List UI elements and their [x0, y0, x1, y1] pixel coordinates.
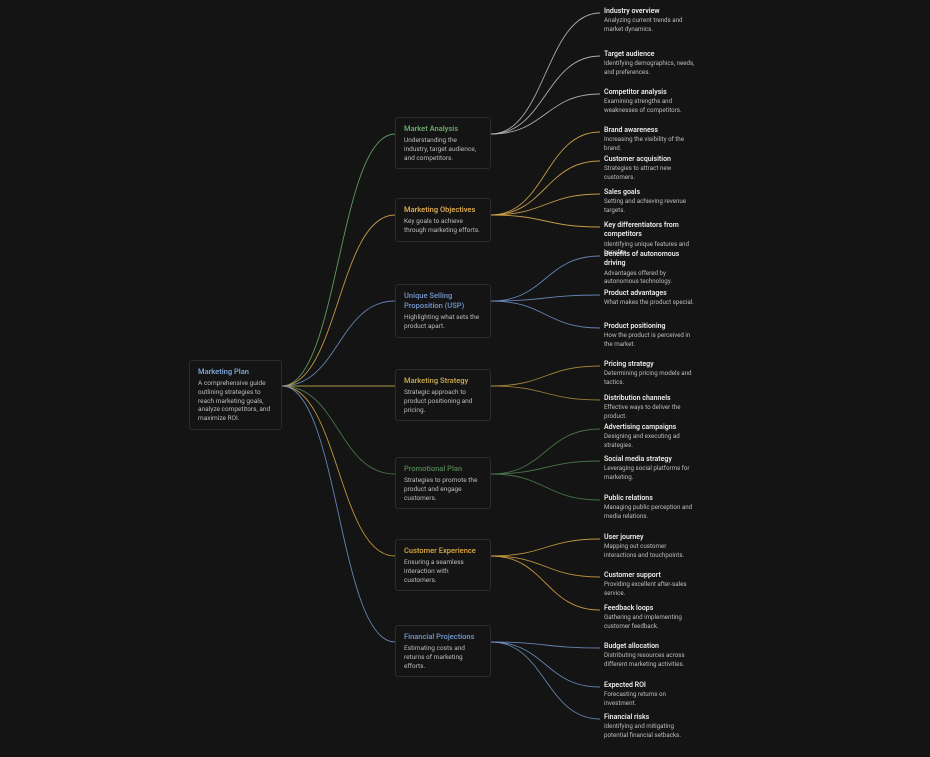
leaf-title: Product positioning	[604, 322, 699, 331]
leaf-desc: Examining strengths and weaknesses of co…	[604, 97, 699, 114]
leaf-node[interactable]: Brand awarenessIncreasing the visibility…	[604, 126, 699, 152]
leaf-node[interactable]: Sales goalsSetting and achieving revenue…	[604, 188, 699, 214]
leaf-node[interactable]: Product advantagesWhat makes the product…	[604, 289, 699, 307]
node-title: Marketing Strategy	[404, 376, 482, 386]
leaf-title: Product advantages	[604, 289, 699, 298]
leaf-desc: How the product is perceived in the mark…	[604, 331, 699, 348]
leaf-node[interactable]: Social media strategyLeveraging social p…	[604, 455, 699, 481]
leaf-node[interactable]: Industry overviewAnalyzing current trend…	[604, 7, 699, 33]
leaf-node[interactable]: Target audienceIdentifying demographics,…	[604, 50, 699, 76]
leaf-desc: Designing and executing ad strategies.	[604, 432, 699, 449]
node-desc: Key goals to achieve through marketing e…	[404, 217, 482, 235]
leaf-desc: Identifying and mitigating potential fin…	[604, 722, 699, 739]
leaf-title: User journey	[604, 533, 699, 542]
leaf-title: Industry overview	[604, 7, 699, 16]
leaf-node[interactable]: User journeyMapping out customer interac…	[604, 533, 699, 559]
leaf-desc: Strategies to attract new customers.	[604, 164, 699, 181]
leaf-desc: Determining pricing models and tactics.	[604, 369, 699, 386]
leaf-desc: Distributing resources across different …	[604, 651, 699, 668]
leaf-title: Key differentiators from competitors	[604, 221, 699, 240]
leaf-title: Benefits of autonomous driving	[604, 250, 699, 269]
node-title: Financial Projections	[404, 632, 482, 642]
node-title: Marketing Objectives	[404, 205, 482, 215]
leaf-node[interactable]: Expected ROIForecasting returns on inves…	[604, 681, 699, 707]
node-title: Customer Experience	[404, 546, 482, 556]
leaf-title: Public relations	[604, 494, 699, 503]
leaf-node[interactable]: Public relationsManaging public percepti…	[604, 494, 699, 520]
leaf-desc: Leveraging social platforms for marketin…	[604, 464, 699, 481]
leaf-title: Feedback loops	[604, 604, 699, 613]
node-title: Market Analysis	[404, 124, 482, 134]
leaf-node[interactable]: Competitor analysisExamining strengths a…	[604, 88, 699, 114]
leaf-desc: Providing excellent after-sales service.	[604, 580, 699, 597]
leaf-title: Customer support	[604, 571, 699, 580]
leaf-title: Social media strategy	[604, 455, 699, 464]
node-desc: A comprehensive guide outlining strategi…	[198, 379, 273, 423]
leaf-node[interactable]: Pricing strategyDetermining pricing mode…	[604, 360, 699, 386]
node-desc: Estimating costs and returns of marketin…	[404, 644, 482, 670]
leaf-node[interactable]: Distribution channelsEffective ways to d…	[604, 394, 699, 420]
node-title: Promotional Plan	[404, 464, 482, 474]
leaf-title: Brand awareness	[604, 126, 699, 135]
leaf-title: Distribution channels	[604, 394, 699, 403]
leaf-title: Pricing strategy	[604, 360, 699, 369]
branch-node[interactable]: Marketing Objectives Key goals to achieve…	[395, 198, 491, 242]
node-desc: Strategic approach to product positionin…	[404, 388, 482, 414]
leaf-desc: Increasing the visibility of the brand.	[604, 135, 699, 152]
leaf-node[interactable]: Budget allocationDistributing resources …	[604, 642, 699, 668]
leaf-title: Financial risks	[604, 713, 699, 722]
leaf-title: Advertising campaigns	[604, 423, 699, 432]
root-node[interactable]: Marketing Plan A comprehensive guide outl…	[189, 360, 282, 430]
leaf-title: Expected ROI	[604, 681, 699, 690]
node-title: Marketing Plan	[198, 367, 273, 377]
leaf-title: Customer acquisition	[604, 155, 699, 164]
leaf-node[interactable]: Customer supportProviding excellent afte…	[604, 571, 699, 597]
node-desc: Ensuring a seamless interaction with cus…	[404, 558, 482, 584]
leaf-node[interactable]: Customer acquisitionStrategies to attrac…	[604, 155, 699, 181]
leaf-node[interactable]: Benefits of autonomous drivingAdvantages…	[604, 250, 699, 286]
branch-node[interactable]: Promotional Plan Strategies to promote th…	[395, 457, 491, 509]
branch-node[interactable]: Customer Experience Ensuring a seamless i…	[395, 539, 491, 591]
leaf-node[interactable]: Financial risksIdentifying and mitigatin…	[604, 713, 699, 739]
leaf-desc: What makes the product special.	[604, 298, 699, 306]
node-desc: Strategies to promote the product and en…	[404, 476, 482, 502]
node-title: Unique Selling Proposition (USP)	[404, 291, 482, 311]
leaf-desc: Managing public perception and media rel…	[604, 503, 699, 520]
leaf-desc: Identifying demographics, needs, and pre…	[604, 59, 699, 76]
leaf-desc: Advantages offered by autonomous technol…	[604, 269, 699, 286]
branch-node[interactable]: Financial Projections Estimating costs an…	[395, 625, 491, 677]
leaf-node[interactable]: Advertising campaignsDesigning and execu…	[604, 423, 699, 449]
node-desc: Highlighting what sets the product apart…	[404, 313, 482, 331]
leaf-node[interactable]: Product positioningHow the product is pe…	[604, 322, 699, 348]
leaf-desc: Effective ways to deliver the product.	[604, 403, 699, 420]
leaf-desc: Gathering and implementing customer feed…	[604, 613, 699, 630]
leaf-title: Budget allocation	[604, 642, 699, 651]
branch-node[interactable]: Unique Selling Proposition (USP) Highligh…	[395, 284, 491, 338]
leaf-desc: Forecasting returns on investment.	[604, 690, 699, 707]
leaf-title: Target audience	[604, 50, 699, 59]
leaf-desc: Analyzing current trends and market dyna…	[604, 16, 699, 33]
node-desc: Understanding the industry, target audie…	[404, 136, 482, 162]
leaf-desc: Setting and achieving revenue targets.	[604, 197, 699, 214]
leaf-desc: Mapping out customer interactions and to…	[604, 542, 699, 559]
branch-node[interactable]: Market Analysis Understanding the industr…	[395, 117, 491, 169]
leaf-node[interactable]: Feedback loopsGathering and implementing…	[604, 604, 699, 630]
branch-node[interactable]: Marketing Strategy Strategic approach to …	[395, 369, 491, 421]
leaf-title: Competitor analysis	[604, 88, 699, 97]
leaf-title: Sales goals	[604, 188, 699, 197]
